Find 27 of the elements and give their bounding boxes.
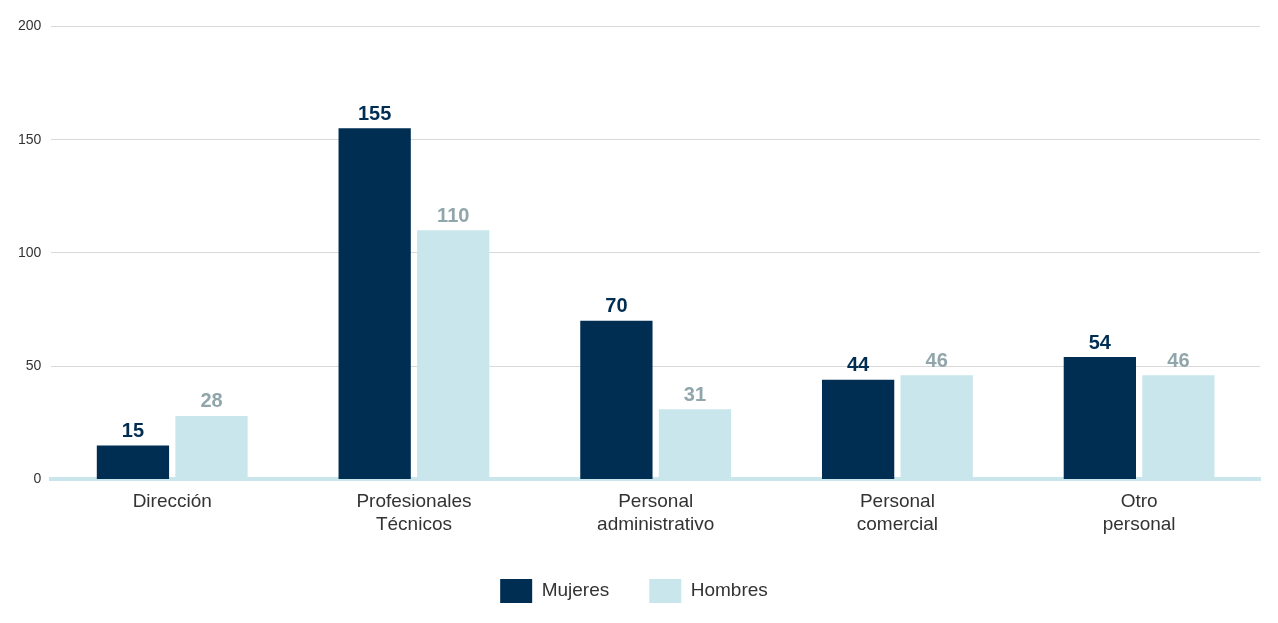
data-label: 155 xyxy=(357,101,392,124)
x-tick-label: Personal administrativo xyxy=(597,490,715,534)
data-label: 46 xyxy=(925,348,948,371)
bar xyxy=(338,128,411,479)
y-tick-label: 50 xyxy=(25,357,42,374)
data-label: 54 xyxy=(1088,330,1112,353)
bar xyxy=(1063,357,1136,479)
legend-label: Mujeres xyxy=(541,579,610,601)
y-tick-label: 200 xyxy=(18,17,42,34)
y-tick-label: 0 xyxy=(33,470,42,487)
data-label: 46 xyxy=(1167,348,1190,371)
bar xyxy=(96,445,170,479)
data-label: 70 xyxy=(605,294,628,317)
data-label: 44 xyxy=(847,353,871,376)
y-tick-label: 100 xyxy=(18,243,42,260)
y-tick-label: 150 xyxy=(18,130,42,147)
data-label: 110 xyxy=(437,203,470,226)
data-label: 28 xyxy=(200,389,223,412)
x-tick-label: Personal comercial xyxy=(856,490,939,534)
legend-label: Hombres xyxy=(690,579,768,601)
data-label: 31 xyxy=(683,382,707,405)
x-tick-label: Profesionales Técnicos xyxy=(356,490,472,534)
bar xyxy=(821,379,895,479)
x-tick-label: Dirección xyxy=(132,490,212,512)
bar xyxy=(580,320,653,479)
x-tick-label: Otro personal xyxy=(1102,490,1176,534)
data-label: 15 xyxy=(121,418,145,441)
